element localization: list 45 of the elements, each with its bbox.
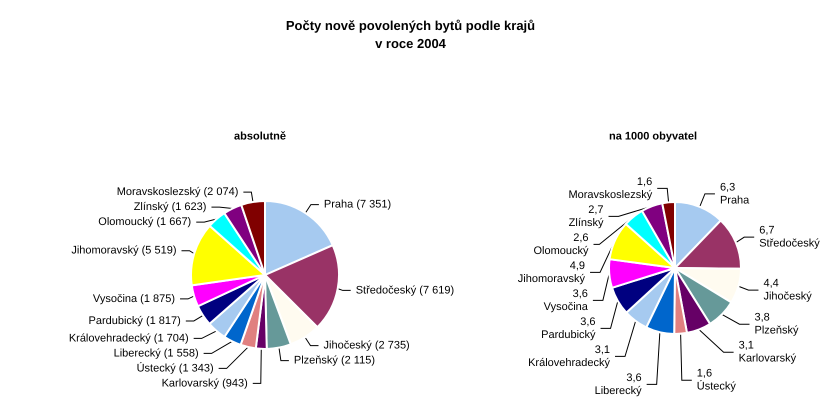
- slice-label: Jihočeský (2 735): [324, 340, 410, 352]
- data-label: 1,6: [636, 176, 652, 188]
- data-label: 3,6: [572, 288, 588, 300]
- slice-label: Plzeňský: [754, 324, 800, 337]
- data-label: 3,8: [754, 312, 770, 324]
- slice-label: Vysočina (1 875): [92, 292, 176, 305]
- slice-label: Středočeský (7 619): [356, 284, 454, 296]
- slice-label: Královehradecký (1 704): [68, 332, 189, 344]
- data-label: 6,3: [720, 181, 736, 194]
- slice-label: Zlínský: [568, 216, 604, 229]
- data-label: 4,9: [570, 260, 586, 272]
- slice-label: Jihočeský: [763, 290, 812, 303]
- slice-label: Ústecký (1 343): [136, 361, 214, 374]
- slice-label: Zlínský (1 623): [134, 201, 206, 214]
- chart-subtitle: na 1000 obyvatel: [608, 130, 698, 142]
- slice-label: Ústecký: [696, 380, 736, 393]
- slice-label: Olomoucký (1 667): [98, 216, 192, 228]
- slice-label: Jihomoravský (5 519): [71, 244, 176, 257]
- data-label: 3,6: [626, 372, 642, 384]
- slice-label: Pardubický: [541, 328, 596, 341]
- slice-label: Královehradecký: [528, 356, 611, 369]
- data-label: 4,4: [763, 278, 779, 290]
- data-label: 3,6: [580, 316, 596, 328]
- slice-label: Praha (7 351): [324, 198, 392, 211]
- slice-label: Moravskoslezský: [568, 188, 653, 201]
- slice-label: Středočeský: [759, 238, 820, 250]
- data-label: 2,7: [588, 204, 604, 216]
- slice-label: Moravskoslezský (2 074): [116, 186, 238, 198]
- slice-label: Liberecký (1 558): [114, 347, 199, 360]
- slice-label: Plzeňský (2 115): [294, 354, 375, 367]
- chart-title: Počty nově povolených bytů podle krajů v roce 2004: [284, 17, 536, 53]
- slice-label: Pardubický (1 817): [88, 314, 181, 327]
- slice-label: Olomoucký: [533, 244, 589, 257]
- data-label: 3,1: [594, 344, 610, 356]
- slice-label: Praha: [720, 194, 750, 206]
- data-label: 3,1: [738, 340, 754, 352]
- slice-label: Karlovarský: [738, 352, 797, 365]
- slice-label: Karlovarský (943): [162, 377, 248, 390]
- data-label: 2,6: [573, 232, 589, 244]
- data-label: 1,6: [696, 368, 712, 380]
- slice-label: Jihomoravský: [518, 272, 586, 285]
- slice-label: Vysočina: [544, 300, 589, 313]
- data-label: 6,7: [759, 224, 774, 237]
- chart-subtitle: absolutně: [234, 130, 286, 142]
- slice-label: Liberecký: [594, 384, 642, 397]
